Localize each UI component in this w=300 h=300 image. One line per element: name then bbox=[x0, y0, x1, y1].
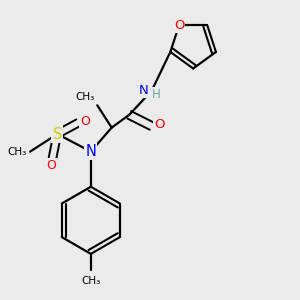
Text: S: S bbox=[52, 127, 62, 142]
Text: CH₃: CH₃ bbox=[76, 92, 95, 102]
Text: O: O bbox=[80, 115, 90, 128]
Text: CH₃: CH₃ bbox=[81, 276, 101, 286]
Text: CH₃: CH₃ bbox=[8, 147, 27, 157]
Text: O: O bbox=[46, 158, 56, 172]
Text: N: N bbox=[85, 144, 96, 159]
Text: H: H bbox=[152, 88, 160, 100]
Text: N: N bbox=[139, 84, 148, 98]
Text: O: O bbox=[154, 118, 165, 131]
Text: O: O bbox=[174, 19, 184, 32]
